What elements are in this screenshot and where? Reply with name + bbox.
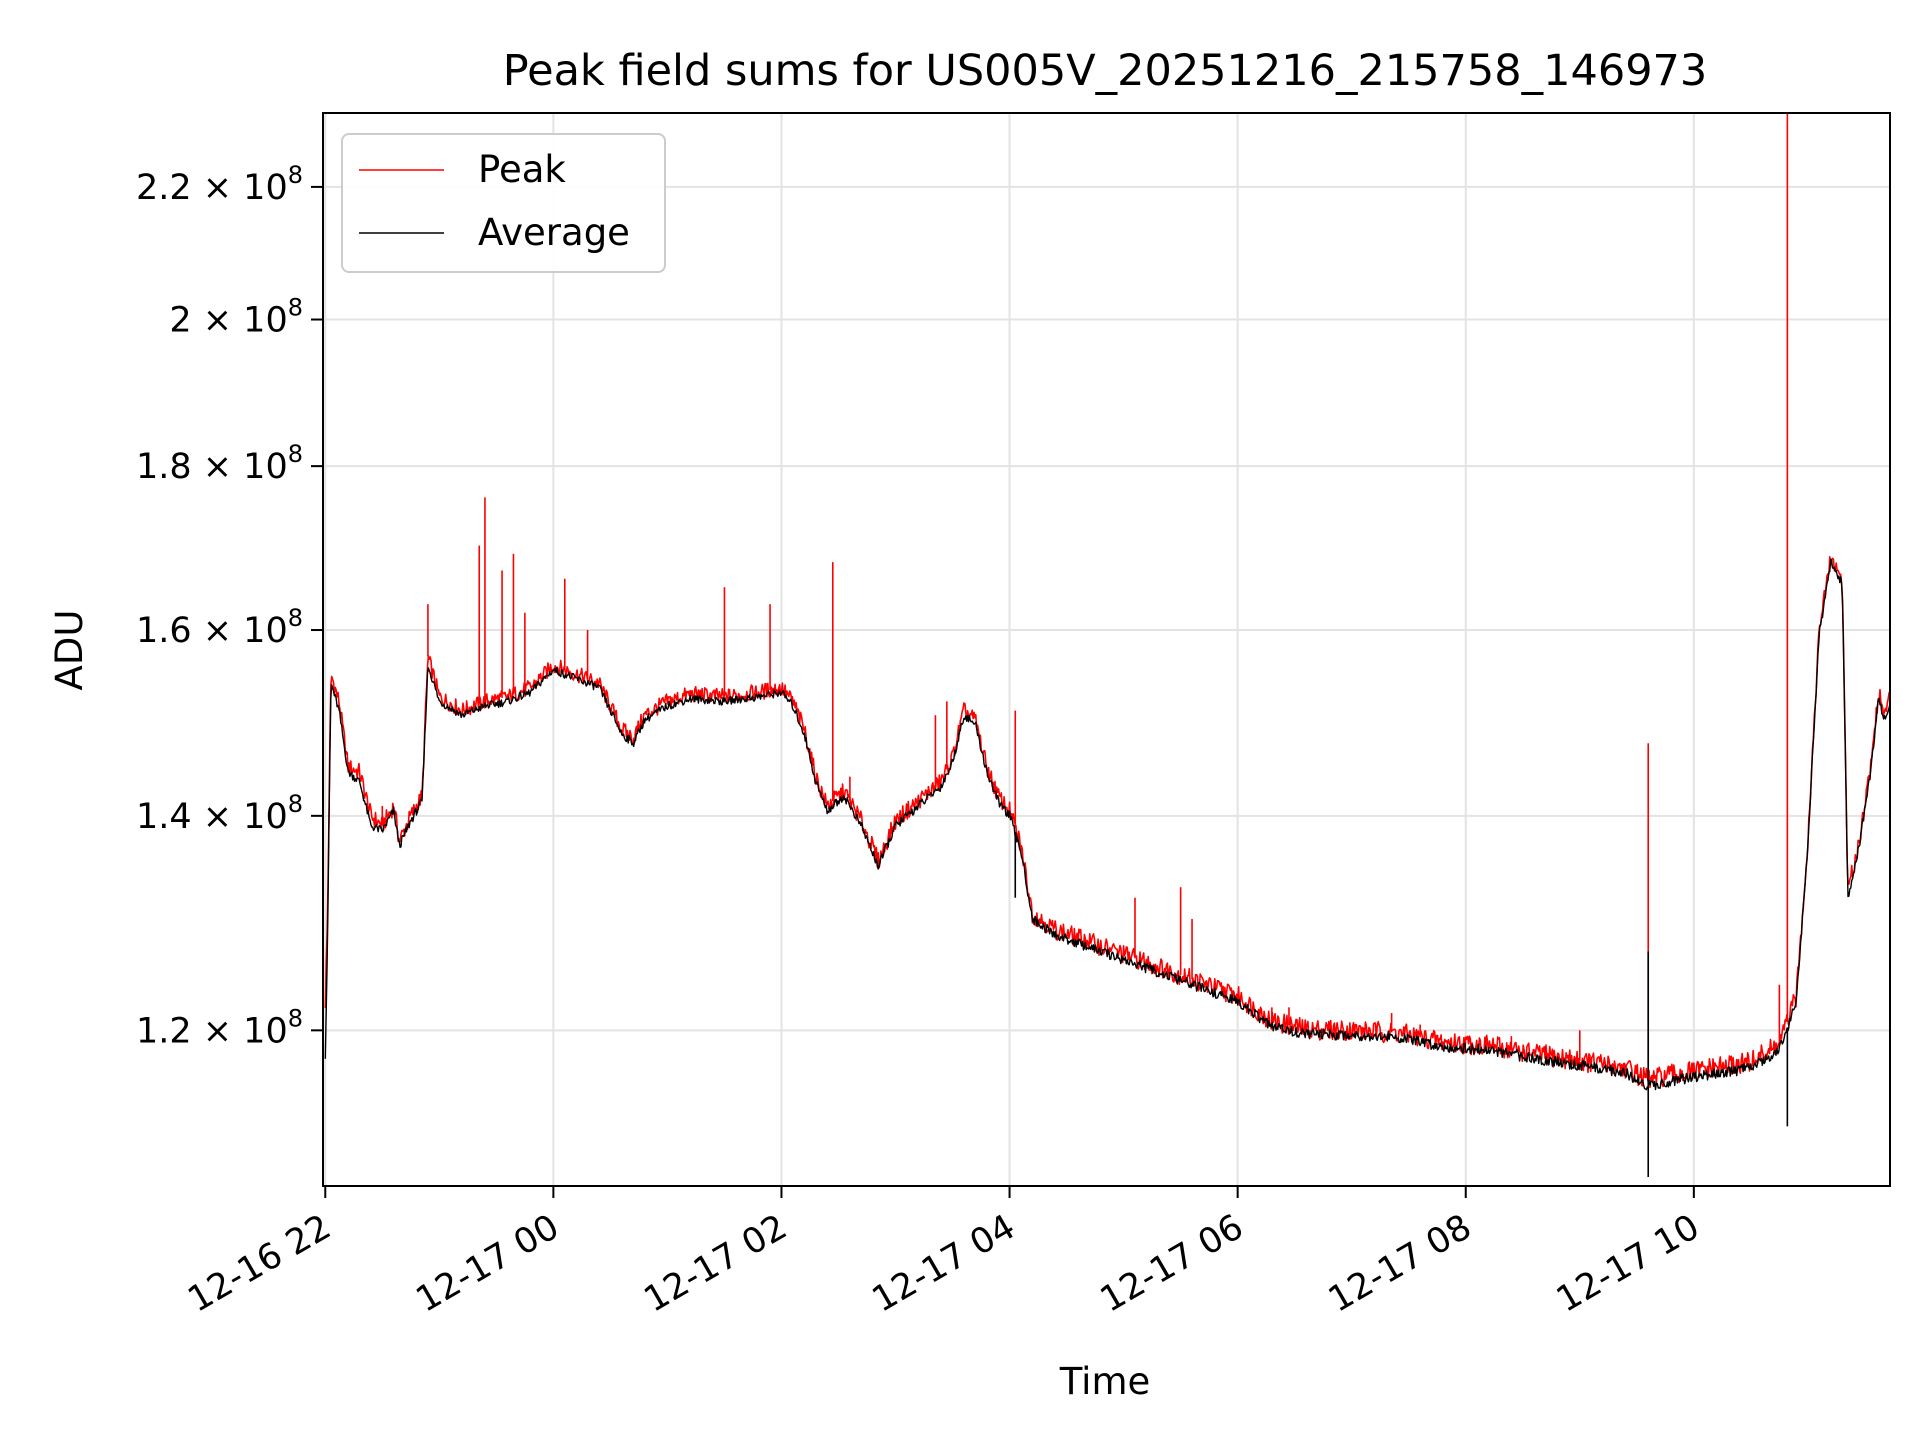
- plot-area: [324, 113, 1890, 1177]
- y-axis-label: ADU: [48, 610, 91, 691]
- legend-label-average: Average: [478, 211, 630, 254]
- y-tick-label: 1.6 × 108: [136, 604, 303, 651]
- y-tick-label: 2 × 108: [169, 294, 303, 341]
- legend: Peak Average: [341, 133, 666, 273]
- series-line-average: [324, 558, 1890, 1091]
- legend-box: [341, 133, 666, 273]
- axes-frame: [322, 112, 1891, 1187]
- x-axis-label: Time: [1059, 1360, 1151, 1403]
- y-tick-label: 1.4 × 108: [136, 790, 303, 837]
- y-tick-label: 2.2 × 108: [136, 161, 303, 208]
- y-tick-label: 1.8 × 108: [136, 440, 303, 487]
- series-line-peak: [324, 556, 1890, 1089]
- grid: [323, 113, 1890, 1186]
- legend-label-peak: Peak: [478, 148, 566, 191]
- chart-title: Peak field sums for US005V_20251216_2157…: [503, 46, 1708, 96]
- y-tick-label: 1.2 × 108: [136, 1004, 303, 1051]
